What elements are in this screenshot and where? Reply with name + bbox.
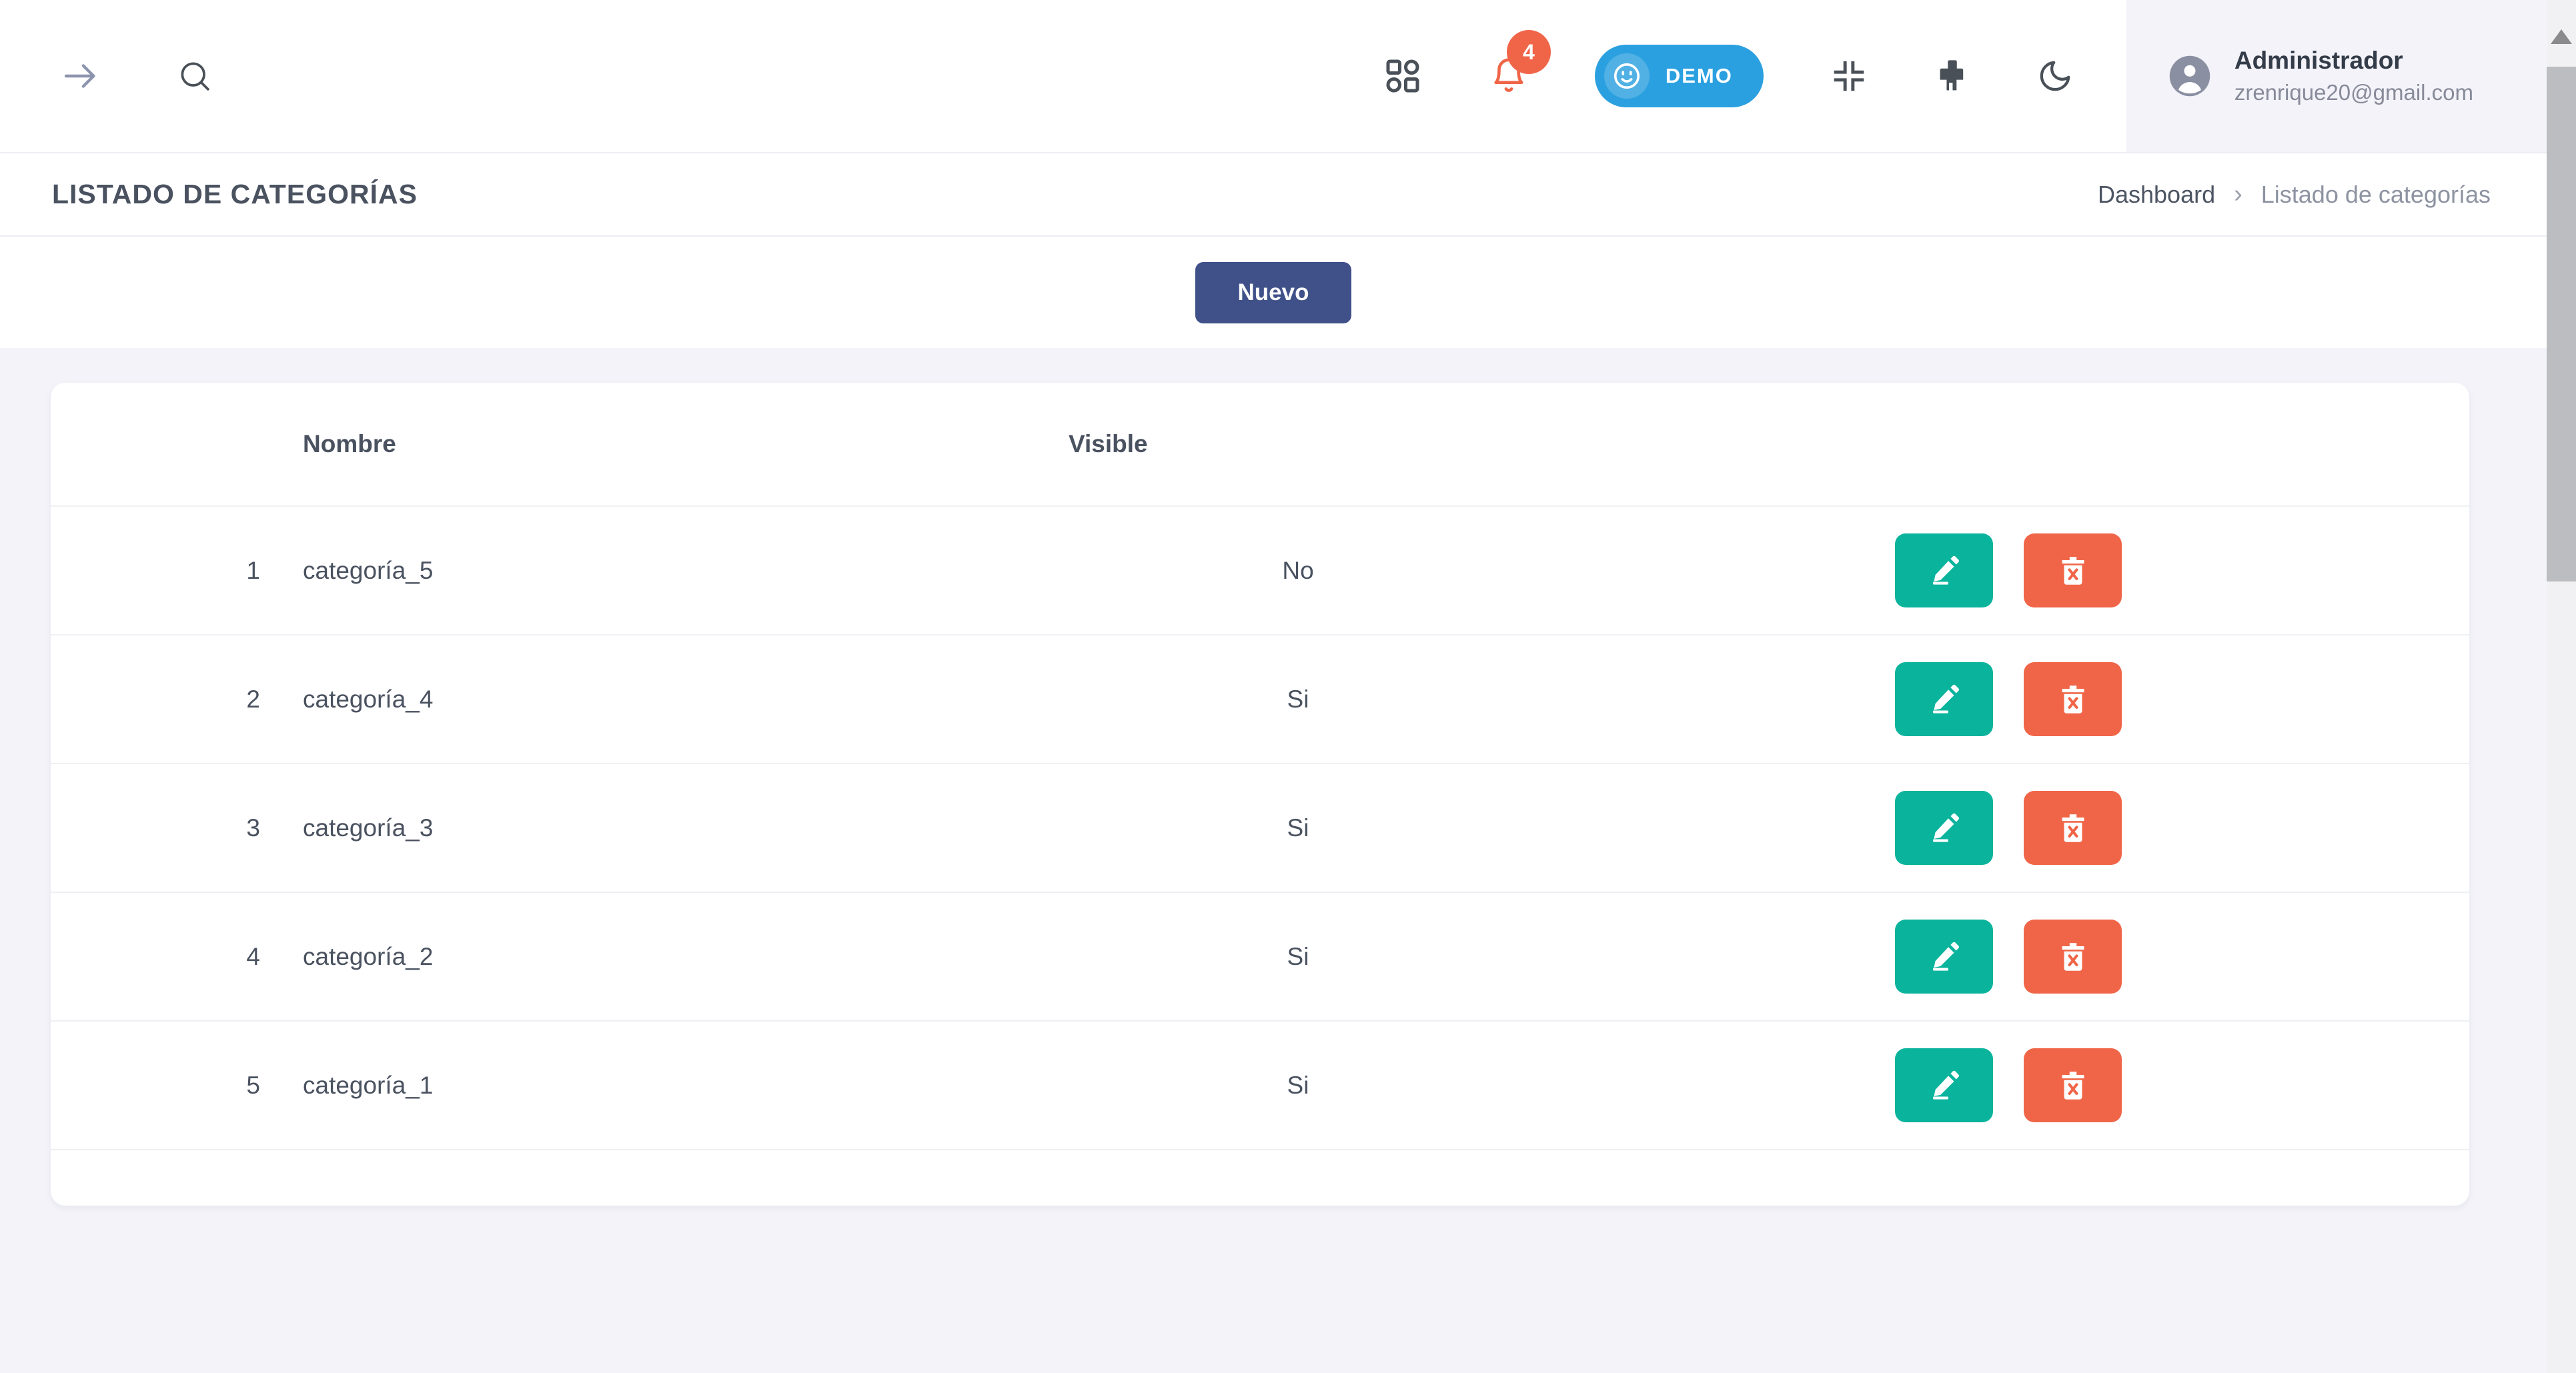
categories-card: Nombre Visible 1 categoría_5 No (51, 383, 2469, 1206)
breadcrumb: Dashboard › Listado de categorías (2098, 180, 2491, 209)
row-nombre: categoría_4 (303, 685, 434, 713)
page-title: LISTADO DE CATEGORÍAS (52, 179, 418, 209)
user-name: Administrador (2234, 47, 2403, 74)
breadcrumb-dashboard-link[interactable]: Dashboard (2097, 180, 2216, 208)
delete-button[interactable] (2024, 1048, 2122, 1122)
trash-icon (2056, 1068, 2090, 1103)
moon-darkmode-icon[interactable] (2037, 58, 2073, 94)
edit-button[interactable] (1895, 662, 1993, 736)
pencil-icon (1927, 1068, 1962, 1103)
table-row: 3 categoría_3 Si (51, 763, 2469, 892)
row-index: 2 (246, 685, 260, 713)
delete-button[interactable] (2024, 662, 2122, 736)
scrollbar-thumb[interactable] (2547, 67, 2576, 581)
trash-icon (2056, 940, 2090, 974)
user-menu[interactable]: Administrador zrenrique20@gmail.com (2126, 0, 2547, 152)
notification-count-badge: 4 (1506, 30, 1551, 74)
pencil-icon (1927, 553, 1962, 588)
sidebar-toggle-arrow-icon[interactable] (60, 55, 101, 97)
table-row: 4 categoría_2 Si (51, 892, 2469, 1020)
row-visible: Si (1287, 1071, 1309, 1099)
avatar-icon (2168, 54, 2212, 98)
row-index: 3 (246, 814, 260, 842)
table-row: 2 categoría_4 Si (51, 634, 2469, 763)
smiley-icon (1603, 53, 1650, 99)
demo-button[interactable]: DEMO (1594, 45, 1764, 107)
row-nombre: categoría_1 (303, 1071, 434, 1099)
pencil-icon (1927, 682, 1962, 717)
table-body: 1 categoría_5 No (51, 505, 2469, 1149)
table-header-row: Nombre Visible (51, 383, 2469, 505)
row-nombre: categoría_3 (303, 814, 434, 842)
demo-button-label: DEMO (1665, 64, 1733, 87)
row-index: 5 (246, 1071, 260, 1099)
main-content: Nombre Visible 1 categoría_5 No (0, 348, 2547, 1373)
table-row: 1 categoría_5 No (51, 505, 2469, 634)
notifications-bell-wrap: 4 (1489, 30, 1551, 95)
brush-theme-icon[interactable] (1934, 58, 1970, 94)
grid-apps-icon[interactable] (1383, 56, 1423, 96)
trash-icon (2056, 682, 2090, 717)
pencil-icon (1927, 940, 1962, 974)
topbar: 4 DEMO (0, 0, 2547, 153)
pencil-icon (1927, 811, 1962, 846)
breadcrumb-separator: › (2234, 180, 2242, 208)
user-email: zrenrique20@gmail.com (2234, 80, 2473, 105)
new-category-button[interactable]: Nuevo (1195, 261, 1351, 323)
vertical-scrollbar[interactable] (2547, 0, 2576, 1373)
row-nombre: categoría_5 (303, 556, 434, 584)
column-header-nombre: Nombre (303, 430, 396, 457)
edit-button[interactable] (1895, 920, 1993, 994)
delete-button[interactable] (2024, 533, 2122, 607)
delete-button[interactable] (2024, 920, 2122, 994)
row-visible: No (1282, 556, 1314, 584)
search-icon[interactable] (176, 57, 213, 95)
topbar-icon-group: 4 DEMO (1383, 30, 2073, 107)
scrollbar-up-arrow[interactable] (2551, 29, 2572, 44)
table-row: 5 categoría_1 Si (51, 1020, 2469, 1149)
row-index: 4 (246, 942, 260, 970)
edit-button[interactable] (1895, 1048, 1993, 1122)
actions-row: Nuevo (0, 237, 2547, 348)
row-visible: Si (1287, 814, 1309, 842)
topbar-left (0, 55, 213, 97)
edit-button[interactable] (1895, 791, 1993, 865)
trash-icon (2056, 811, 2090, 846)
breadcrumb-current: Listado de categorías (2261, 180, 2491, 208)
row-nombre: categoría_2 (303, 942, 434, 970)
trash-icon (2056, 553, 2090, 588)
row-index: 1 (246, 556, 260, 584)
topbar-right: 4 DEMO (1383, 0, 2547, 152)
row-visible: Si (1287, 942, 1309, 970)
row-visible: Si (1287, 685, 1309, 713)
delete-button[interactable] (2024, 791, 2122, 865)
page-header: LISTADO DE CATEGORÍAS Dashboard › Listad… (0, 153, 2547, 237)
column-header-visible: Visible (1069, 430, 1148, 457)
compress-fullscreen-icon[interactable] (1830, 57, 1868, 95)
edit-button[interactable] (1895, 533, 1993, 607)
